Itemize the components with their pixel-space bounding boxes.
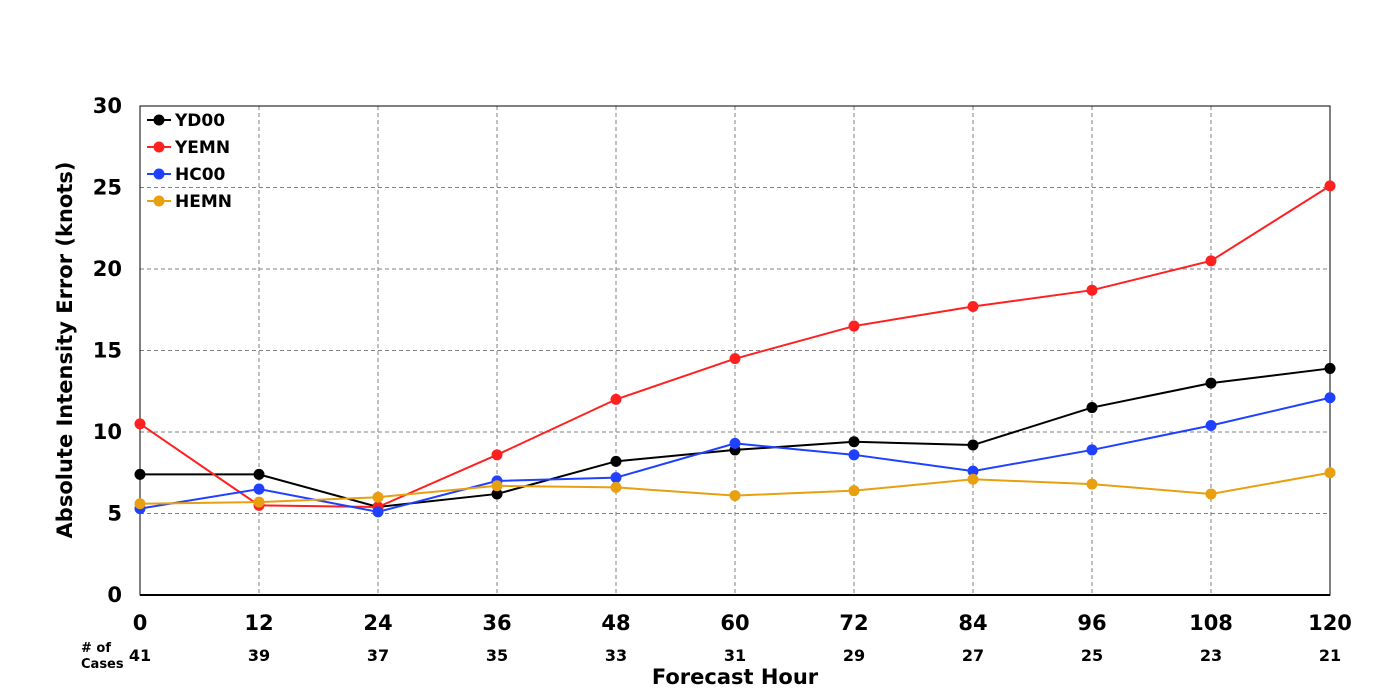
data-point [134, 468, 146, 480]
data-point [610, 393, 622, 405]
data-point [1205, 488, 1217, 500]
legend-label: HEMN [175, 192, 232, 212]
legend-label: YEMN [174, 138, 230, 158]
legend-item-hemn: HEMN [147, 192, 232, 212]
y-tick-label: 10 [93, 420, 122, 444]
data-point [848, 485, 860, 497]
case-count-label: 39 [248, 646, 270, 665]
data-point [610, 481, 622, 493]
x-tick-label: 120 [1308, 611, 1352, 635]
case-count-label: 21 [1319, 646, 1341, 665]
series-hc00 [134, 392, 1336, 518]
data-point [1086, 478, 1098, 490]
data-point [967, 473, 979, 485]
case-count-label: 37 [367, 646, 389, 665]
data-point [1205, 255, 1217, 267]
data-point [1324, 392, 1336, 404]
y-axis-title: Absolute Intensity Error (knots) [53, 162, 77, 539]
case-count-label: 33 [605, 646, 627, 665]
y-tick-label: 15 [93, 339, 122, 363]
data-point [610, 472, 622, 484]
y-tick-label: 20 [93, 257, 122, 281]
data-point [1324, 467, 1336, 479]
x-tick-label: 60 [720, 611, 749, 635]
y-tick-label: 25 [93, 176, 122, 200]
data-point [1324, 180, 1336, 192]
case-count-label: 41 [129, 646, 151, 665]
series-yemn [134, 180, 1336, 513]
data-point [1324, 362, 1336, 374]
x-tick-label: 24 [363, 611, 392, 635]
legend-item-yd00: YD00 [147, 111, 225, 131]
x-tick-label: 84 [958, 611, 987, 635]
legend-marker [153, 114, 165, 126]
x-tick-label: 96 [1077, 611, 1106, 635]
case-count-label: 27 [962, 646, 984, 665]
case-count-label: 23 [1200, 646, 1222, 665]
legend-marker [153, 195, 165, 207]
data-point [848, 449, 860, 461]
data-point [848, 436, 860, 448]
data-point [1205, 419, 1217, 431]
data-point [372, 491, 384, 503]
data-point [729, 490, 741, 502]
x-tick-label: 72 [839, 611, 868, 635]
x-tick-label: 36 [482, 611, 511, 635]
x-tick-label: 48 [601, 611, 630, 635]
data-point [253, 468, 265, 480]
cases-title-line2: Cases [81, 657, 124, 672]
x-axis-ticks: 0 12 24 36 48 60 72 84 96 108 120 [133, 611, 1352, 635]
cases-title-line1: # of [81, 641, 111, 656]
legend-label: HC00 [175, 165, 226, 185]
legend-marker [153, 168, 165, 180]
data-point [491, 449, 503, 461]
data-point [967, 465, 979, 477]
data-point [134, 498, 146, 510]
y-tick-label: 5 [107, 502, 122, 526]
y-tick-label: 30 [93, 94, 122, 118]
legend-item-hc00: HC00 [147, 165, 226, 185]
data-point [848, 320, 860, 332]
x-tick-label: 108 [1189, 611, 1233, 635]
data-point [1086, 444, 1098, 456]
case-count-label: 35 [486, 646, 508, 665]
legend: YD00 YEMN HC00 HEMN [147, 111, 232, 212]
data-point [1086, 402, 1098, 414]
data-point [1086, 284, 1098, 296]
data-point [491, 488, 503, 500]
data-point [729, 437, 741, 449]
y-axis-ticks: 0 5 10 15 20 25 30 [93, 94, 122, 607]
case-count-label: 31 [724, 646, 746, 665]
case-count-label: 29 [843, 646, 865, 665]
case-count-label: 25 [1081, 646, 1103, 665]
data-point [253, 496, 265, 508]
cases-row: 41 39 37 35 33 31 29 27 25 23 21 [129, 646, 1341, 665]
data-point [967, 439, 979, 451]
data-point [372, 506, 384, 518]
data-point [134, 418, 146, 430]
legend-marker [153, 141, 165, 153]
grid-lines [140, 106, 1330, 595]
data-point [967, 300, 979, 312]
x-tick-label: 12 [244, 611, 273, 635]
data-point [729, 353, 741, 365]
data-point [491, 480, 503, 492]
data-point [1205, 377, 1217, 389]
data-point [610, 455, 622, 467]
data-point [253, 483, 265, 495]
x-axis-title: Forecast Hour [652, 665, 819, 689]
legend-item-yemn: YEMN [147, 138, 230, 158]
y-tick-label: 0 [107, 583, 122, 607]
legend-label: YD00 [174, 111, 225, 131]
series-layer [134, 180, 1336, 518]
x-tick-label: 0 [133, 611, 148, 635]
series-hemn [134, 467, 1336, 510]
